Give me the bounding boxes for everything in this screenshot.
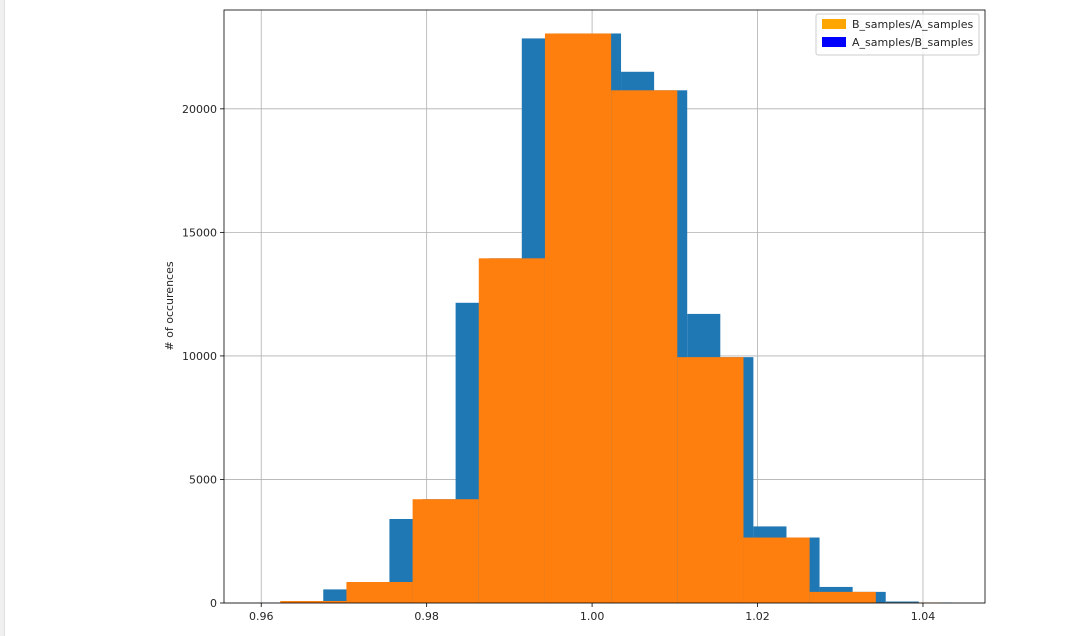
legend: B_samples/A_samples A_samples/B_samples bbox=[815, 13, 980, 56]
y-tick-label: 20000 bbox=[182, 103, 217, 116]
histogram-bar bbox=[809, 591, 876, 603]
legend-box bbox=[815, 13, 980, 56]
x-tick-label: 1.02 bbox=[745, 610, 770, 623]
histogram-bar bbox=[544, 33, 612, 604]
histogram-bar bbox=[346, 581, 413, 603]
y-axis: 0 5000 10000 15000 20000 bbox=[182, 103, 224, 610]
histogram-bar bbox=[885, 601, 919, 603]
x-tick-label: 0.98 bbox=[414, 610, 439, 623]
y-tick-label: 0 bbox=[210, 597, 217, 610]
histogram-bar bbox=[412, 499, 479, 603]
y-axis-label: # of occurences bbox=[163, 261, 176, 350]
histogram-bars bbox=[257, 33, 952, 604]
plot-frame bbox=[223, 9, 986, 604]
x-tick-label: 0.96 bbox=[249, 610, 274, 623]
notebook-cell-border bbox=[0, 0, 5, 636]
x-tick-label: 1.00 bbox=[580, 610, 605, 623]
histogram-bar bbox=[743, 537, 810, 603]
y-tick-label: 5000 bbox=[189, 473, 217, 486]
histogram-series-1 bbox=[280, 33, 942, 604]
histogram-bar bbox=[611, 90, 678, 604]
legend-swatch bbox=[822, 19, 846, 29]
x-tick-label: 1.04 bbox=[911, 610, 936, 623]
legend-label: B_samples/A_samples bbox=[852, 18, 973, 31]
legend-label: A_samples/B_samples bbox=[852, 36, 973, 49]
histogram-bar bbox=[280, 601, 347, 603]
histogram-bar bbox=[677, 357, 744, 603]
histogram-bar bbox=[478, 258, 545, 603]
y-tick-label: 10000 bbox=[182, 350, 217, 363]
y-tick-label: 15000 bbox=[182, 226, 217, 239]
x-axis: 0.96 0.98 1.00 1.02 1.04 bbox=[249, 603, 935, 623]
legend-swatch bbox=[822, 37, 846, 47]
